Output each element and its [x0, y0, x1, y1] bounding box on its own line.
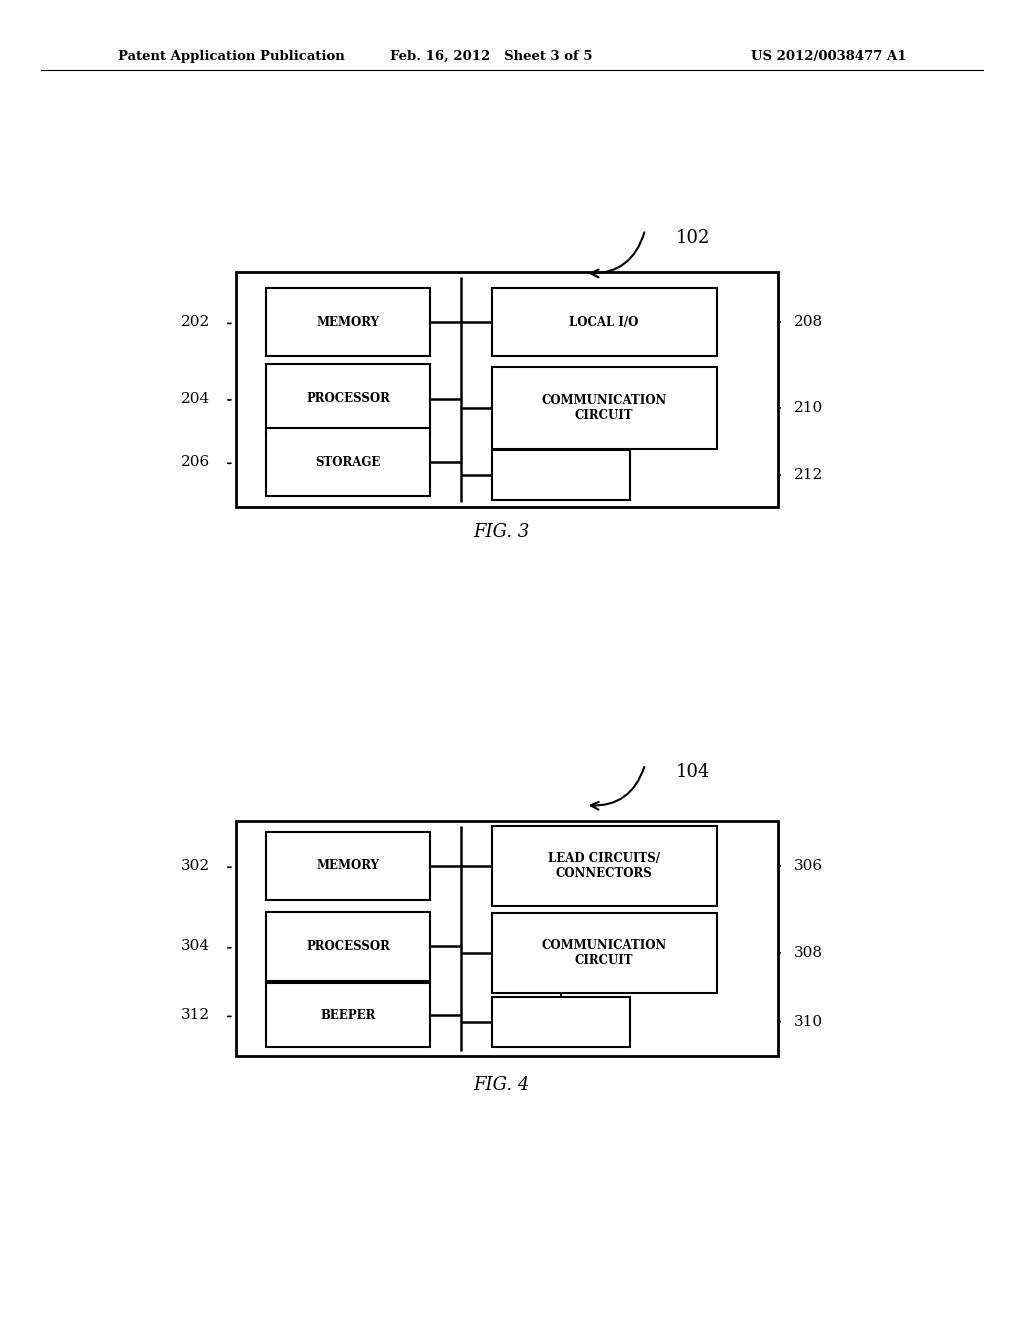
Text: COMMUNICATION
CIRCUIT: COMMUNICATION CIRCUIT	[542, 939, 667, 968]
Text: 312: 312	[181, 1008, 210, 1022]
Text: MEMORY: MEMORY	[316, 315, 380, 329]
Bar	[266, 983, 430, 1047]
Text: 204: 204	[180, 392, 210, 405]
Text: LEAD CIRCUITS/
CONNECTORS: LEAD CIRCUITS/ CONNECTORS	[548, 851, 660, 880]
Text: FIG. 3: FIG. 3	[473, 523, 530, 541]
Text: 104: 104	[676, 763, 711, 781]
Bar	[266, 288, 430, 356]
Text: LOCAL I/O: LOCAL I/O	[569, 315, 639, 329]
Text: 306: 306	[794, 859, 822, 873]
Text: 302: 302	[181, 859, 210, 873]
Bar	[492, 997, 630, 1047]
Bar	[266, 364, 430, 433]
Text: 308: 308	[794, 946, 822, 960]
Bar	[236, 272, 778, 507]
Bar	[236, 821, 778, 1056]
Text: PROCESSOR: PROCESSOR	[306, 940, 390, 953]
Text: 210: 210	[794, 401, 823, 414]
Text: FIG. 4: FIG. 4	[473, 1076, 530, 1094]
Text: PROCESSOR: PROCESSOR	[306, 392, 390, 405]
Text: 212: 212	[794, 469, 823, 482]
Bar	[266, 428, 430, 496]
Text: MEMORY: MEMORY	[316, 859, 380, 873]
Bar	[492, 367, 717, 449]
Text: Patent Application Publication: Patent Application Publication	[118, 50, 344, 63]
Text: Feb. 16, 2012   Sheet 3 of 5: Feb. 16, 2012 Sheet 3 of 5	[390, 50, 593, 63]
Text: 202: 202	[180, 315, 210, 329]
Bar	[492, 288, 717, 356]
Bar	[266, 912, 430, 981]
Text: BEEPER: BEEPER	[321, 1008, 376, 1022]
Bar	[492, 913, 717, 993]
Text: STORAGE: STORAGE	[315, 455, 381, 469]
Text: 206: 206	[180, 455, 210, 469]
Bar	[492, 450, 630, 500]
Text: 310: 310	[794, 1015, 822, 1028]
Text: COMMUNICATION
CIRCUIT: COMMUNICATION CIRCUIT	[542, 393, 667, 422]
Text: US 2012/0038477 A1: US 2012/0038477 A1	[751, 50, 906, 63]
Text: 102: 102	[676, 228, 711, 247]
Bar	[492, 826, 717, 906]
Text: 304: 304	[181, 940, 210, 953]
Text: 208: 208	[794, 315, 822, 329]
Bar	[266, 832, 430, 900]
